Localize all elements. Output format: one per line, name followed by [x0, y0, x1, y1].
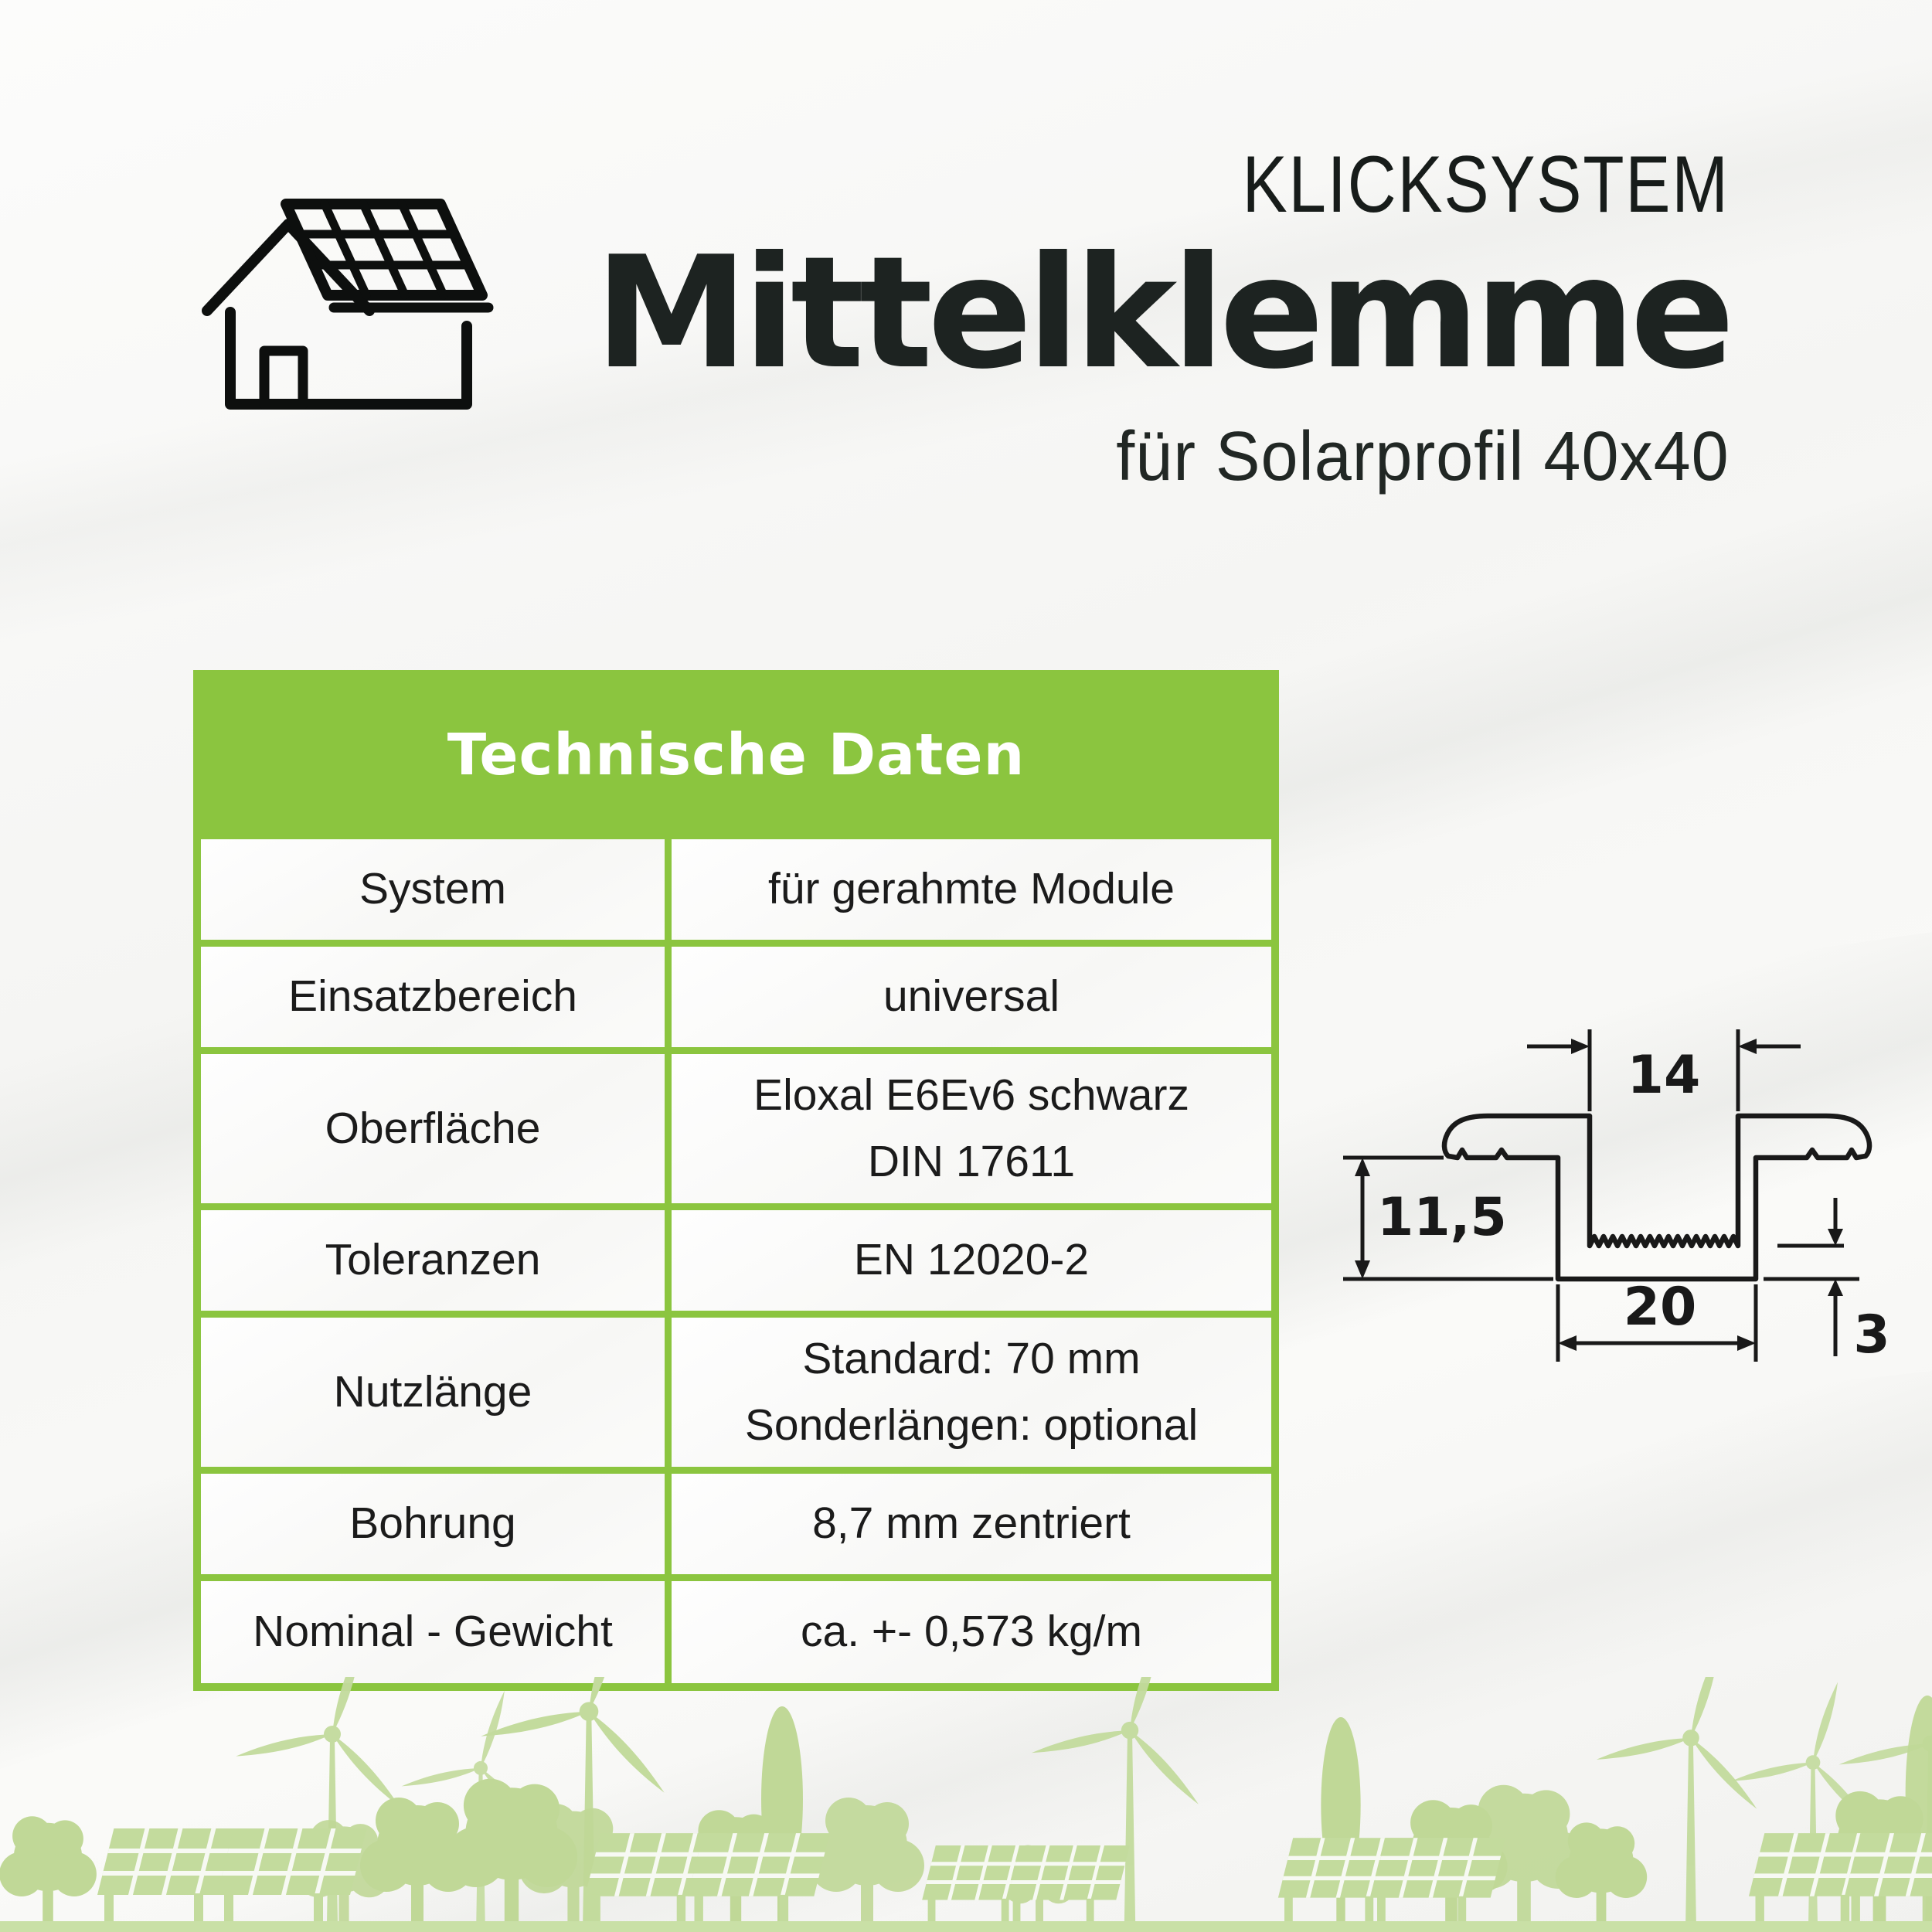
page-title: Mittelklemme [594, 223, 1735, 404]
table-row: Toleranzen EN 12020-2 [201, 1210, 1271, 1311]
svg-text:11,5: 11,5 [1377, 1187, 1507, 1248]
spec-value-cell: EN 12020-2 [672, 1210, 1271, 1311]
dimension-right-3: 3 [1764, 1198, 1890, 1366]
spec-label-cell: Bohrung [201, 1474, 665, 1574]
spec-value-cell: Eloxal E6Ev6 schwarz DIN 17611 [672, 1054, 1271, 1203]
spec-label-cell: Oberfläche [201, 1054, 665, 1203]
kicker-text: KLICKSYSTEM [1242, 140, 1730, 230]
table-row: Bohrung 8,7 mm zentriert [201, 1474, 1271, 1574]
profile-outline [1441, 1113, 1872, 1282]
svg-text:14: 14 [1628, 1045, 1701, 1106]
dimension-bottom-20: 20 [1556, 1277, 1758, 1362]
dimension-top-14: 14 [1527, 1029, 1801, 1111]
svg-text:20: 20 [1624, 1277, 1697, 1338]
title-block: KLICKSYSTEM Mittelklemme für Solarprofil… [594, 140, 1735, 497]
spec-value-cell: 8,7 mm zentriert [672, 1474, 1271, 1574]
spec-label-cell: Toleranzen [201, 1210, 665, 1311]
table-row: Nominal - Gewicht ca. +- 0,573 kg/m [201, 1581, 1271, 1683]
spec-value-cell: universal [672, 947, 1271, 1047]
table-row: Einsatzbereich universal [201, 947, 1271, 1047]
spec-table-title: Technische Daten [447, 722, 1026, 788]
dimension-left-11-5: 11,5 [1343, 1155, 1553, 1281]
spec-label-cell: System [201, 839, 665, 940]
svg-text:3: 3 [1853, 1304, 1889, 1366]
ground-bar [0, 1921, 1932, 1932]
spec-value-cell: Standard: 70 mm Sonderlängen: optional [672, 1318, 1271, 1467]
spec-label-cell: Nutzlänge [201, 1318, 665, 1467]
table-row: Nutzlänge Standard: 70 mm Sonderlängen: … [201, 1318, 1271, 1467]
spec-label-cell: Einsatzbereich [201, 947, 665, 1047]
house-body [225, 307, 472, 410]
spec-table: Technische Daten System für gerahmte Mod… [193, 670, 1279, 1691]
house-gable-roof [202, 219, 375, 316]
solar-roof-panel [281, 199, 494, 313]
table-row: System für gerahmte Module [201, 839, 1271, 940]
clamp-profile-drawing: 14 11,5 20 3 [1343, 1029, 1890, 1366]
spec-label-cell: Nominal - Gewicht [201, 1581, 665, 1683]
spec-value-cell: ca. +- 0,573 kg/m [672, 1581, 1271, 1683]
spec-value-cell: für gerahmte Module [672, 839, 1271, 940]
house-solar-icon [202, 199, 494, 410]
table-row: Oberfläche Eloxal E6Ev6 schwarz DIN 1761… [201, 1054, 1271, 1203]
footer-landscape-silhouette [0, 1677, 1932, 1932]
page-subtitle: für Solarprofil 40x40 [1116, 418, 1730, 496]
